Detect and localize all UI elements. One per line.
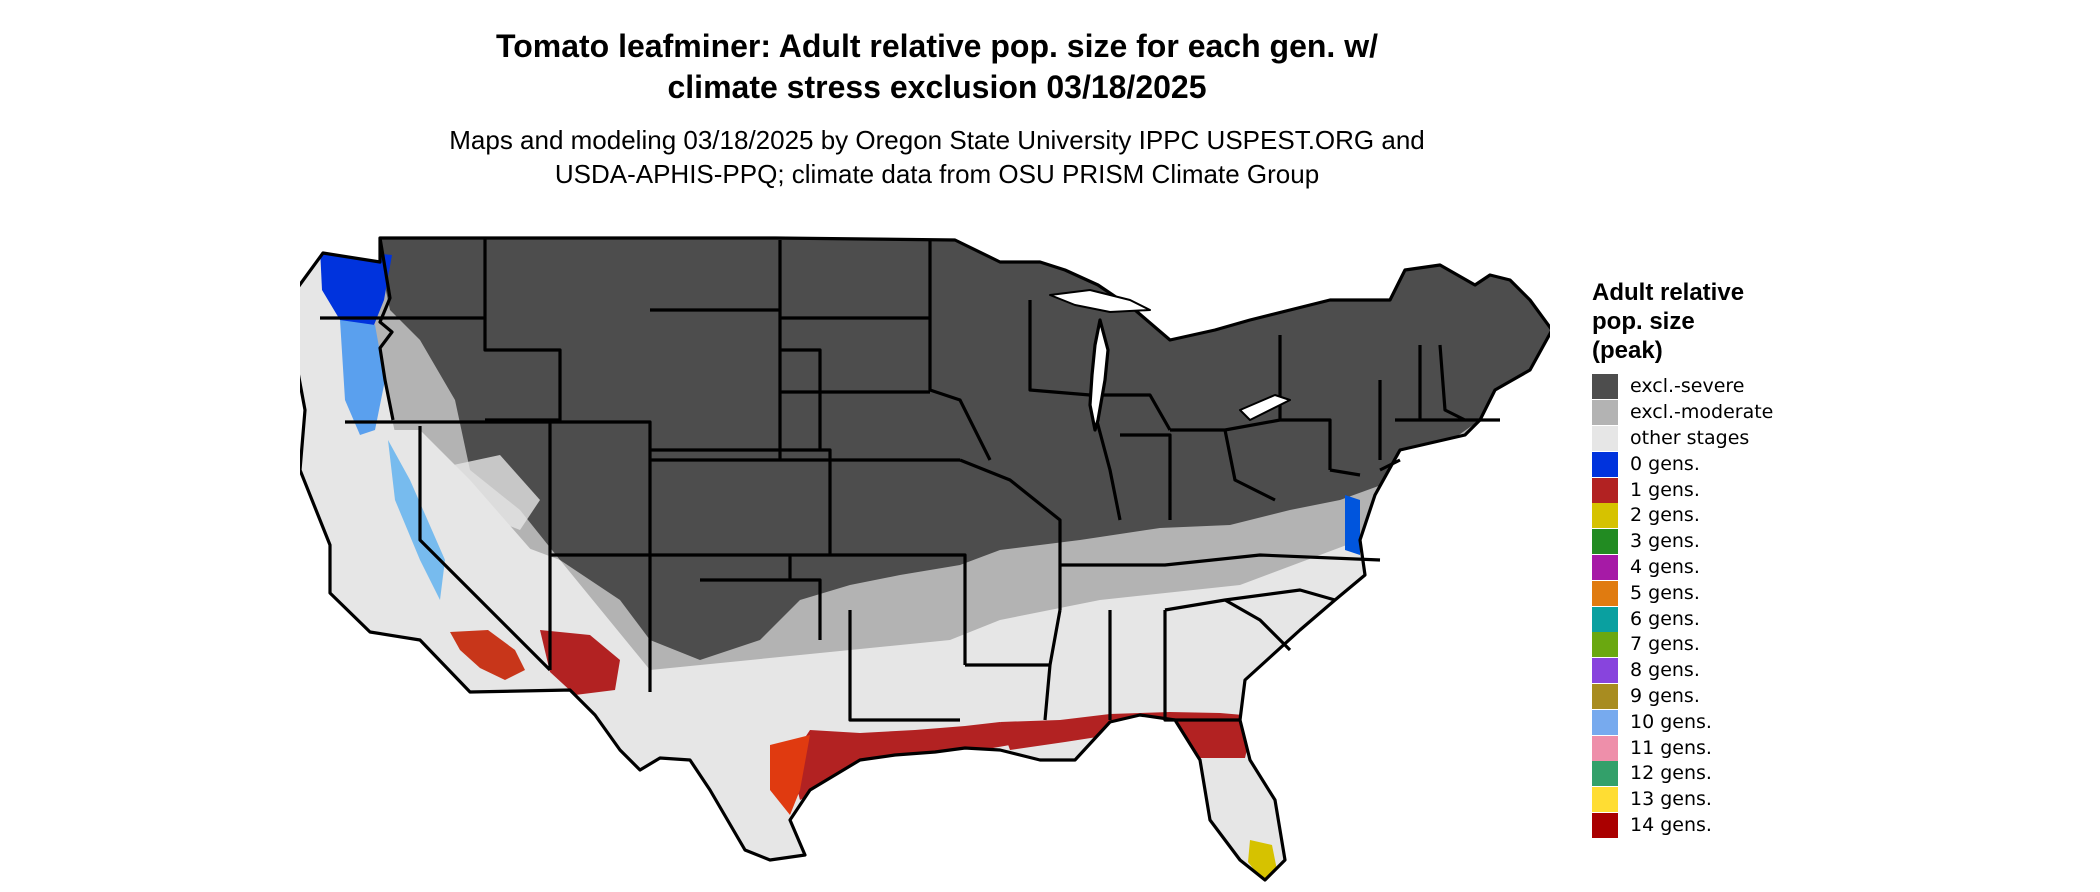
map-title: Tomato leafminer: Adult relative pop. si…	[0, 26, 1874, 108]
us-outline	[300, 236, 1550, 882]
legend-item: 2 gens.	[1592, 503, 1892, 529]
legend-label: 2 gens.	[1630, 504, 1700, 527]
legend-label: 11 gens.	[1630, 736, 1712, 759]
legend-label: 3 gens.	[1630, 530, 1700, 553]
zone-gen0-sierra	[388, 440, 445, 600]
legend-label: 8 gens.	[1630, 659, 1700, 682]
legend-item: 0 gens.	[1592, 451, 1892, 477]
zone-gen1-california	[450, 630, 525, 680]
legend-title: Adult relative pop. size (peak)	[1592, 278, 1892, 365]
us-map	[300, 236, 1550, 882]
map-subtitle-line-2: USDA-APHIS-PPQ; climate data from OSU PR…	[554, 159, 1320, 189]
legend-swatch	[1592, 451, 1618, 477]
legend-swatch	[1592, 477, 1618, 503]
legend-label: 10 gens.	[1630, 710, 1712, 733]
legend-item: other stages	[1592, 425, 1892, 452]
legend-swatch	[1592, 709, 1618, 735]
legend-items: excl.-severe excl.-moderate other stages 0 …	[1592, 374, 1892, 838]
legend-swatch	[1592, 503, 1618, 529]
legend-swatch	[1592, 735, 1618, 761]
map-title-line-1: Tomato leafminer: Adult relative pop. si…	[496, 28, 1378, 64]
zone-gen1-gulf-texas	[790, 722, 1010, 800]
legend-label: other stages	[1630, 426, 1750, 449]
legend-swatch	[1592, 400, 1618, 426]
legend-item: excl.-moderate	[1592, 400, 1892, 426]
zone-gen1-arizona	[540, 630, 620, 695]
legend-swatch	[1592, 812, 1618, 838]
legend-item: 7 gens.	[1592, 632, 1892, 658]
legend-label: 0 gens.	[1630, 452, 1700, 475]
legend-title-line: (peak)	[1592, 337, 1663, 364]
legend-swatch	[1592, 606, 1618, 632]
legend-label: 12 gens.	[1630, 762, 1712, 785]
legend-item: excl.-severe	[1592, 374, 1892, 400]
legend-item: 12 gens.	[1592, 761, 1892, 787]
map-subtitle-line-1: Maps and modeling 03/18/2025 by Oregon S…	[449, 125, 1425, 155]
legend-swatch	[1592, 683, 1618, 709]
legend-item: 4 gens.	[1592, 554, 1892, 581]
zone-gen2-south-florida	[1248, 840, 1278, 880]
legend-swatch	[1592, 761, 1618, 787]
legend-title-line: Adult relative	[1592, 279, 1745, 306]
legend-label: excl.-moderate	[1630, 401, 1774, 424]
legend-item: 9 gens.	[1592, 683, 1892, 710]
legend-swatch	[1592, 580, 1618, 606]
legend-label: 7 gens.	[1630, 633, 1700, 656]
legend-swatch	[1592, 554, 1618, 580]
zone-gen0-light-cascades	[340, 320, 385, 435]
legend-swatch	[1592, 787, 1618, 813]
great-lakes-michigan	[1088, 318, 1110, 432]
great-lakes-superior	[1049, 289, 1151, 313]
legend-item: 13 gens.	[1592, 787, 1892, 813]
legend-swatch	[1592, 374, 1618, 400]
borders-west	[320, 237, 967, 722]
zone-gen0-pacific-northwest	[320, 248, 392, 335]
legend-item: 5 gens.	[1592, 580, 1892, 606]
map-title-line-2: climate stress exclusion 03/18/2025	[667, 69, 1207, 105]
map-subtitle: Maps and modeling 03/18/2025 by Oregon S…	[0, 123, 1874, 191]
great-lakes-erie	[1239, 394, 1291, 421]
legend-item: 8 gens.	[1592, 658, 1892, 684]
legend-item: 11 gens.	[1592, 735, 1892, 761]
legend-label: 6 gens.	[1630, 607, 1700, 630]
legend-swatch	[1592, 529, 1618, 555]
zone-other-stages-great-basin	[430, 455, 540, 530]
legend-item: 10 gens.	[1592, 709, 1892, 735]
legend-label: 4 gens.	[1630, 555, 1700, 578]
zone-gen0-chesapeake	[1345, 495, 1360, 555]
legend-item: 3 gens.	[1592, 529, 1892, 555]
legend-label: 5 gens.	[1630, 581, 1700, 604]
legend-item: 6 gens.	[1592, 606, 1892, 632]
zone-gen1-gulf-texas-edge	[770, 735, 810, 815]
legend-title-line: pop. size	[1592, 308, 1695, 335]
legend-item: 1 gens.	[1592, 477, 1892, 503]
state-borders	[300, 236, 1550, 882]
legend-label: 14 gens.	[1630, 813, 1712, 836]
legend-label: 1 gens.	[1630, 478, 1700, 501]
legend: Adult relative pop. size (peak) excl.-se…	[1592, 278, 1892, 838]
legend-swatch	[1592, 632, 1618, 658]
legend-label: excl.-severe	[1630, 375, 1745, 398]
legend-item: 14 gens.	[1592, 812, 1892, 839]
legend-label: 13 gens.	[1630, 788, 1712, 811]
legend-label: 9 gens.	[1630, 684, 1700, 707]
legend-swatch	[1592, 425, 1618, 451]
legend-swatch	[1592, 658, 1618, 684]
